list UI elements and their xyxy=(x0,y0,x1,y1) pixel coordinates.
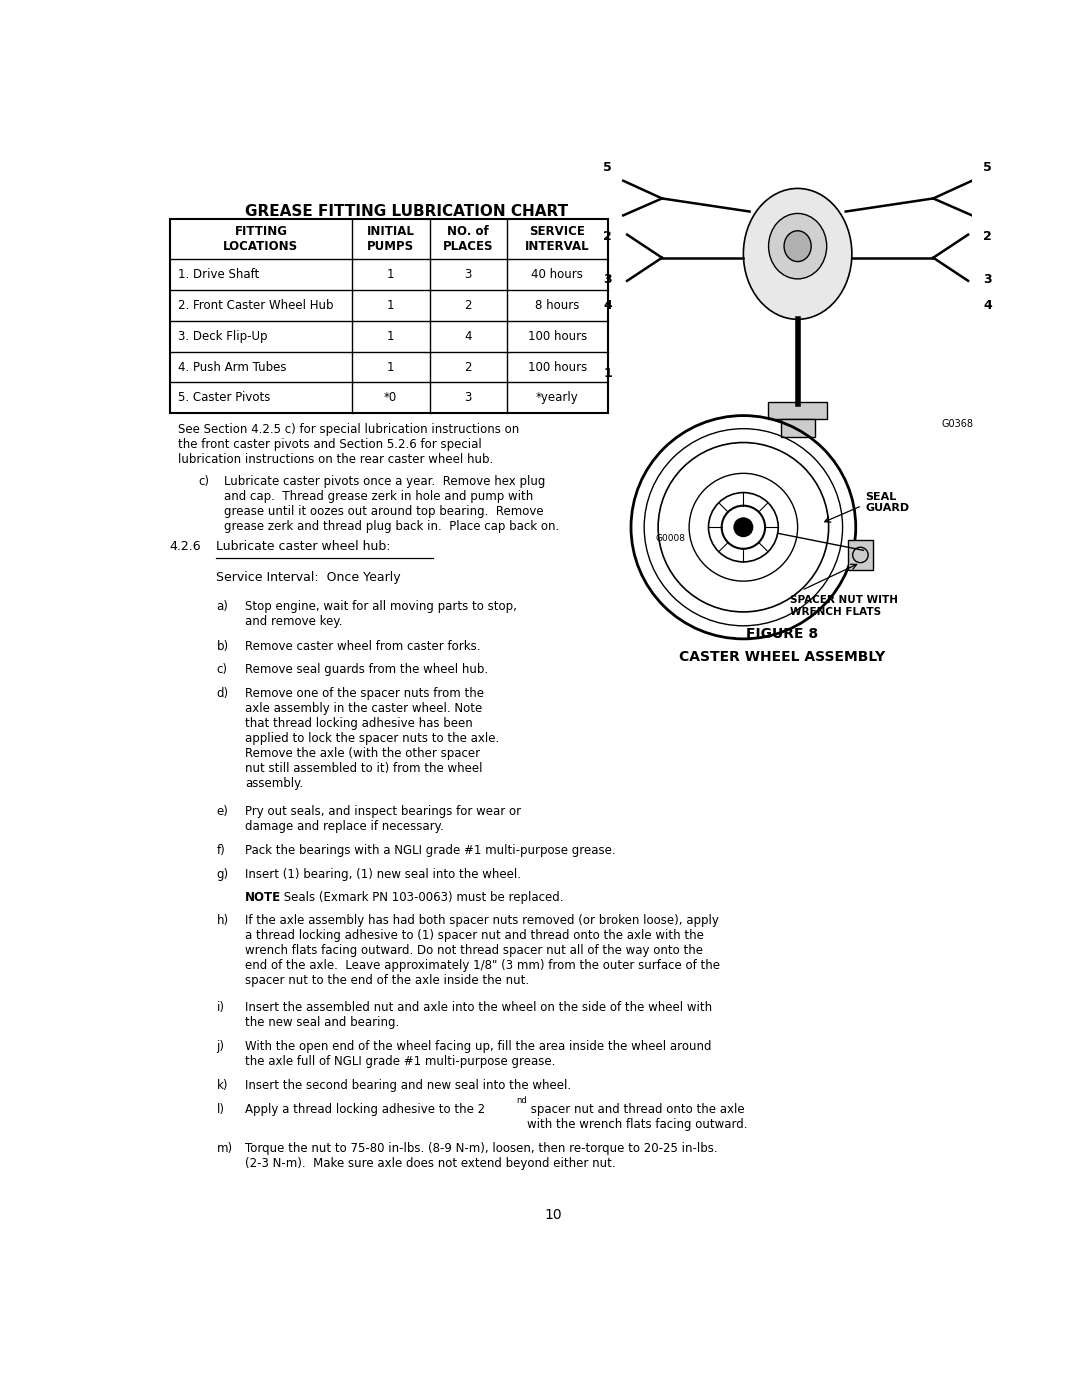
Text: 4: 4 xyxy=(604,299,612,313)
Text: Lubricate caster pivots once a year.  Remove hex plug
and cap.  Thread grease ze: Lubricate caster pivots once a year. Rem… xyxy=(225,475,559,532)
Text: 3: 3 xyxy=(983,274,991,286)
Text: : Seals (Exmark PN 103-0063) must be replaced.: : Seals (Exmark PN 103-0063) must be rep… xyxy=(276,891,564,904)
Circle shape xyxy=(734,518,753,536)
Text: j): j) xyxy=(216,1039,225,1053)
Text: 1: 1 xyxy=(387,360,394,373)
Text: See Section 4.2.5 c) for special lubrication instructions on
the front caster pi: See Section 4.2.5 c) for special lubrica… xyxy=(177,422,518,465)
Text: Pry out seals, and inspect bearings for wear or
damage and replace if necessary.: Pry out seals, and inspect bearings for … xyxy=(245,805,522,833)
Text: b): b) xyxy=(216,640,229,652)
Text: a): a) xyxy=(216,601,228,613)
Bar xyxy=(848,541,873,570)
Bar xyxy=(781,419,814,437)
Text: g): g) xyxy=(216,868,229,880)
Text: c): c) xyxy=(216,664,228,676)
Text: 2: 2 xyxy=(464,299,472,312)
Text: Torque the nut to 75-80 in-lbs. (8-9 N-m), loosen, then re-torque to 20-25 in-lb: Torque the nut to 75-80 in-lbs. (8-9 N-m… xyxy=(245,1143,718,1171)
Text: 3: 3 xyxy=(464,391,472,404)
Text: SPACER NUT WITH
WRENCH FLATS: SPACER NUT WITH WRENCH FLATS xyxy=(789,595,897,616)
Text: 5. Caster Pivots: 5. Caster Pivots xyxy=(177,391,270,404)
Text: 3. Deck Flip-Up: 3. Deck Flip-Up xyxy=(177,330,267,342)
Ellipse shape xyxy=(769,214,826,279)
Text: 100 hours: 100 hours xyxy=(528,330,588,342)
Text: 8 hours: 8 hours xyxy=(536,299,580,312)
Bar xyxy=(170,219,608,414)
Text: d): d) xyxy=(216,686,229,700)
Text: 4.2.6: 4.2.6 xyxy=(170,541,202,553)
Text: 4: 4 xyxy=(464,330,472,342)
Text: 3: 3 xyxy=(604,274,612,286)
Text: FITTING
LOCATIONS: FITTING LOCATIONS xyxy=(224,225,298,253)
Text: 1: 1 xyxy=(387,268,394,281)
Text: m): m) xyxy=(216,1143,232,1155)
Text: 5: 5 xyxy=(604,161,612,173)
Text: 1: 1 xyxy=(387,330,394,342)
Text: 5: 5 xyxy=(983,161,991,173)
Text: e): e) xyxy=(216,805,228,817)
Text: If the axle assembly has had both spacer nuts removed (or broken loose), apply
a: If the axle assembly has had both spacer… xyxy=(245,914,720,988)
Text: CASTER WHEEL ASSEMBLY: CASTER WHEEL ASSEMBLY xyxy=(679,651,886,665)
Text: i): i) xyxy=(216,1000,225,1014)
Text: INITIAL
PUMPS: INITIAL PUMPS xyxy=(367,225,415,253)
Text: c): c) xyxy=(199,475,210,488)
Text: Remove seal guards from the wheel hub.: Remove seal guards from the wheel hub. xyxy=(245,664,488,676)
Text: Lubricate caster wheel hub:: Lubricate caster wheel hub: xyxy=(216,541,391,553)
Text: 40 hours: 40 hours xyxy=(531,268,583,281)
Text: 2: 2 xyxy=(604,231,612,243)
Text: 3: 3 xyxy=(464,268,472,281)
Text: 2: 2 xyxy=(983,231,991,243)
Text: 2: 2 xyxy=(464,360,472,373)
Text: With the open end of the wheel facing up, fill the area inside the wheel around
: With the open end of the wheel facing up… xyxy=(245,1039,712,1069)
Text: 1: 1 xyxy=(387,299,394,312)
Text: Remove caster wheel from caster forks.: Remove caster wheel from caster forks. xyxy=(245,640,481,652)
Text: 2. Front Caster Wheel Hub: 2. Front Caster Wheel Hub xyxy=(177,299,333,312)
Text: 100 hours: 100 hours xyxy=(528,360,588,373)
Text: 1: 1 xyxy=(604,367,612,380)
Text: 4: 4 xyxy=(983,299,991,313)
Text: Remove one of the spacer nuts from the
axle assembly in the caster wheel. Note
t: Remove one of the spacer nuts from the a… xyxy=(245,686,499,789)
Text: Insert (1) bearing, (1) new seal into the wheel.: Insert (1) bearing, (1) new seal into th… xyxy=(245,868,521,880)
Text: nd: nd xyxy=(516,1095,527,1105)
Text: k): k) xyxy=(216,1080,228,1092)
Text: h): h) xyxy=(216,914,229,928)
Text: Service Interval:  Once Yearly: Service Interval: Once Yearly xyxy=(216,571,401,584)
Ellipse shape xyxy=(743,189,852,320)
Text: Apply a thread locking adhesive to the 2: Apply a thread locking adhesive to the 2 xyxy=(245,1102,485,1116)
Text: Stop engine, wait for all moving parts to stop,
and remove key.: Stop engine, wait for all moving parts t… xyxy=(245,601,517,629)
Text: l): l) xyxy=(216,1102,225,1116)
Text: G0008: G0008 xyxy=(656,534,686,543)
Text: spacer nut and thread onto the axle
with the wrench flats facing outward.: spacer nut and thread onto the axle with… xyxy=(527,1102,747,1130)
Ellipse shape xyxy=(784,231,811,261)
Text: *yearly: *yearly xyxy=(536,391,579,404)
Text: NOTE: NOTE xyxy=(245,891,281,904)
Text: Pack the bearings with a NGLI grade #1 multi-purpose grease.: Pack the bearings with a NGLI grade #1 m… xyxy=(245,844,616,858)
Text: 1. Drive Shaft: 1. Drive Shaft xyxy=(177,268,259,281)
Text: NO. of
PLACES: NO. of PLACES xyxy=(443,225,494,253)
Bar xyxy=(768,402,827,419)
Text: GREASE FITTING LUBRICATION CHART: GREASE FITTING LUBRICATION CHART xyxy=(245,204,568,219)
Text: G0368: G0368 xyxy=(941,419,973,429)
Text: 4. Push Arm Tubes: 4. Push Arm Tubes xyxy=(177,360,286,373)
Text: *0: *0 xyxy=(384,391,397,404)
Text: Insert the assembled nut and axle into the wheel on the side of the wheel with
t: Insert the assembled nut and axle into t… xyxy=(245,1000,712,1028)
Text: 10: 10 xyxy=(544,1208,563,1222)
Text: SERVICE
INTERVAL: SERVICE INTERVAL xyxy=(525,225,590,253)
Text: f): f) xyxy=(216,844,225,858)
Text: Insert the second bearing and new seal into the wheel.: Insert the second bearing and new seal i… xyxy=(245,1080,571,1092)
Text: SEAL
GUARD: SEAL GUARD xyxy=(865,492,909,513)
Text: FIGURE 8: FIGURE 8 xyxy=(746,627,819,641)
